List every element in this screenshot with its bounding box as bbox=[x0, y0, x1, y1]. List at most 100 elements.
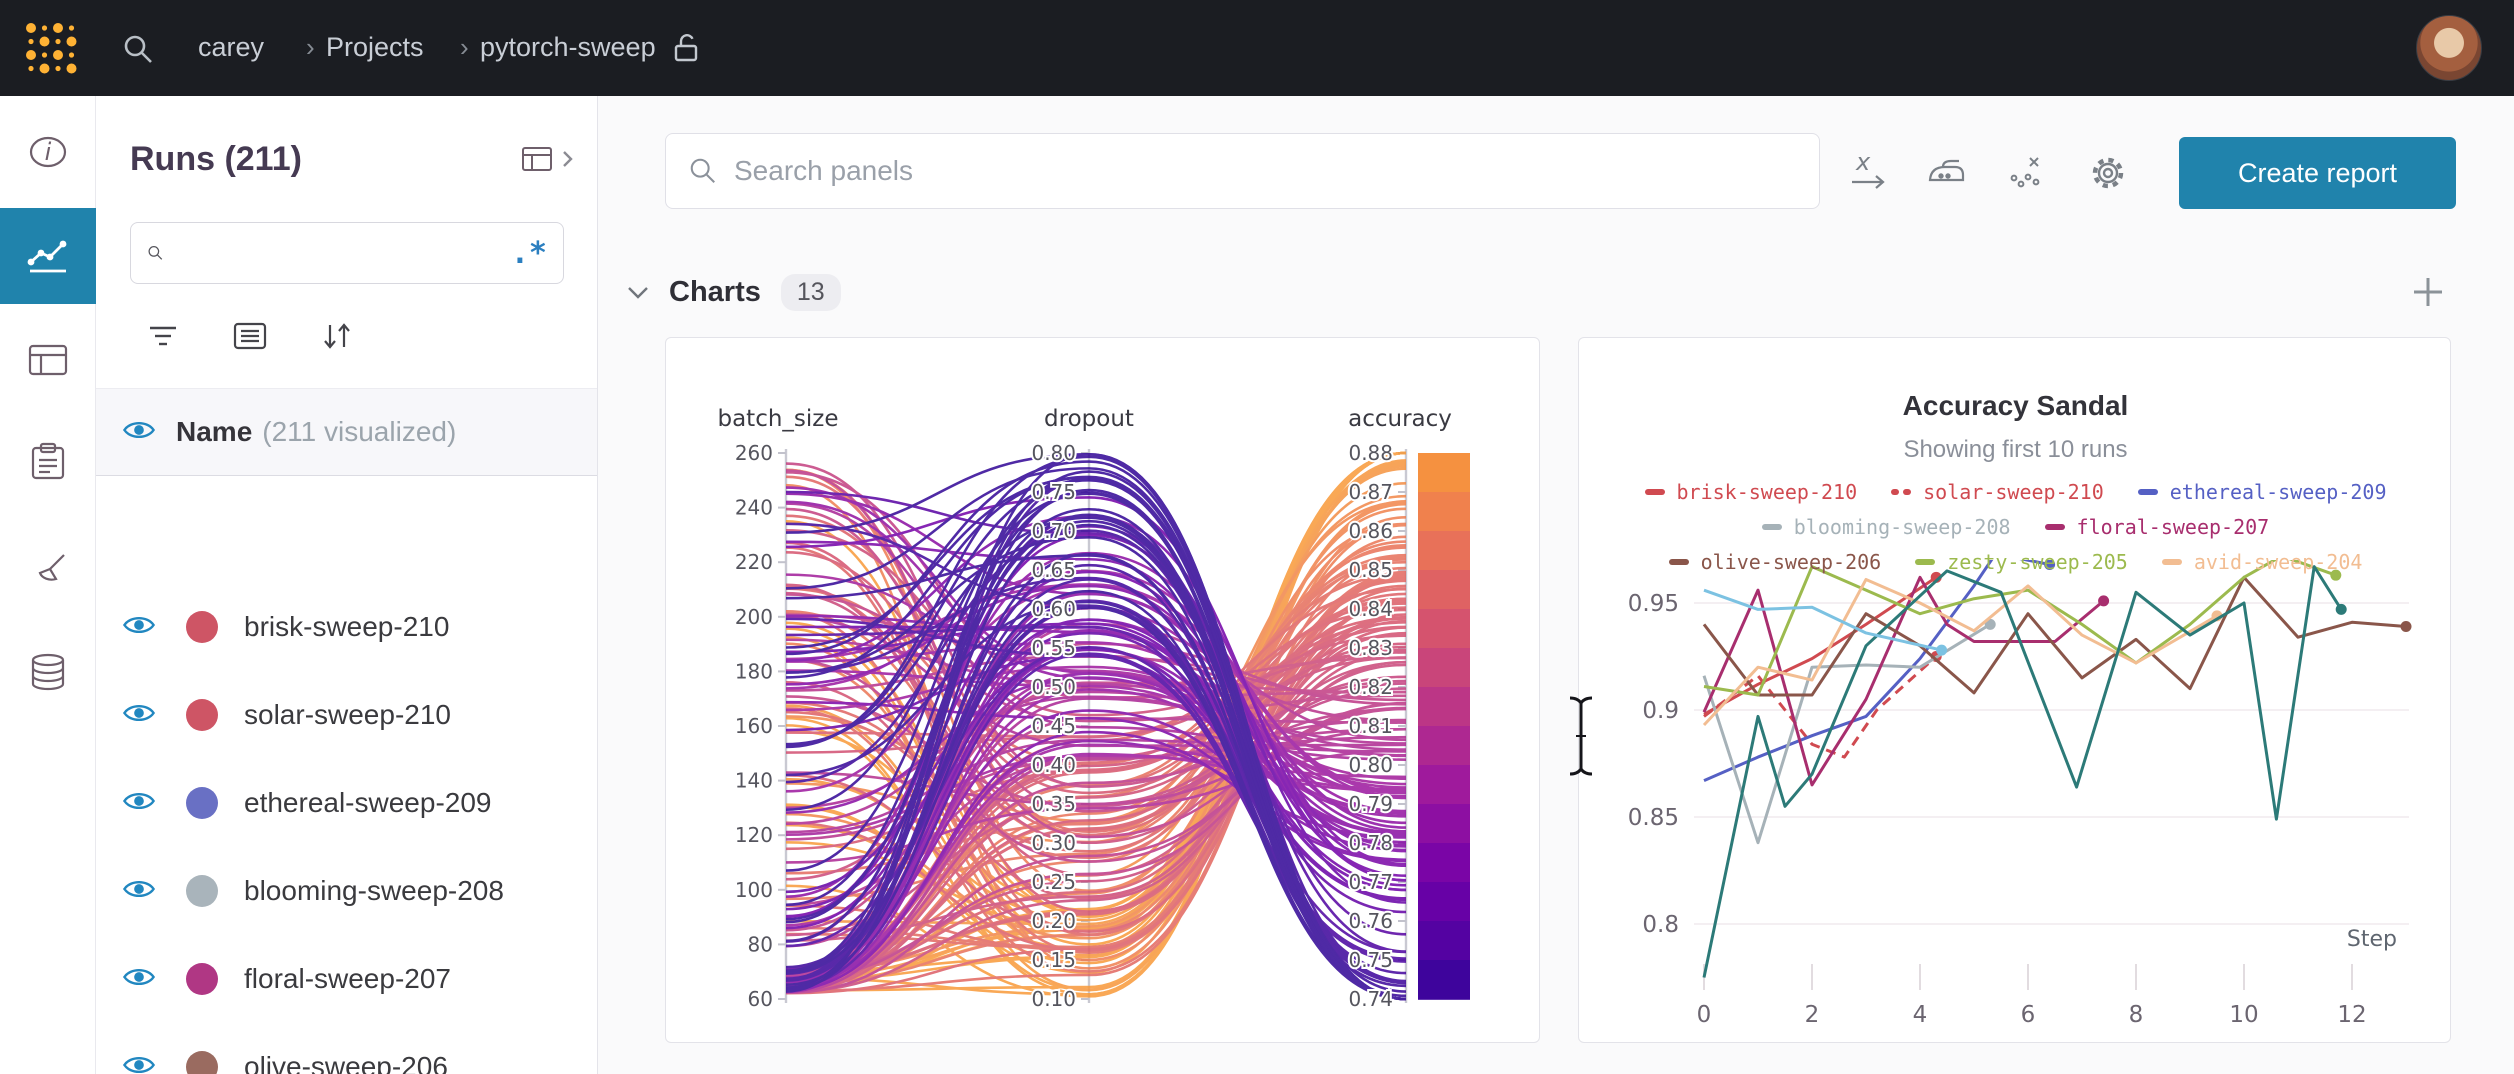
add-panel-button[interactable] bbox=[2408, 272, 2448, 317]
run-name[interactable]: solar-sweep-210 bbox=[244, 699, 451, 730]
legend-item[interactable]: blooming-sweep-208 bbox=[1761, 515, 2011, 539]
expand-run-table-button[interactable] bbox=[521, 144, 573, 174]
run-row[interactable]: ethereal-sweep-209 bbox=[96, 759, 597, 847]
charts-count-badge: 13 bbox=[780, 273, 841, 311]
legend-item[interactable]: brisk-sweep-210 bbox=[1644, 480, 1857, 504]
svg-text:80: 80 bbox=[748, 932, 773, 956]
run-name[interactable]: olive-sweep-206 bbox=[244, 1051, 448, 1074]
run-color-dot bbox=[186, 875, 218, 907]
svg-text:120: 120 bbox=[735, 823, 773, 847]
svg-text:8: 8 bbox=[2129, 1002, 2144, 1028]
legend-label: floral-sweep-207 bbox=[2076, 514, 2270, 539]
svg-text:x: x bbox=[1855, 152, 1871, 176]
svg-text:0.80: 0.80 bbox=[1348, 753, 1393, 777]
legend-item[interactable]: floral-sweep-207 bbox=[2044, 514, 2270, 539]
line-chart-panel[interactable]: Accuracy Sandal Showing first 10 runs br… bbox=[1578, 337, 2451, 1043]
panel-search-box[interactable] bbox=[665, 133, 1820, 209]
x-axis-settings-icon[interactable]: x bbox=[1848, 148, 1890, 197]
legend-swatch bbox=[1761, 523, 1782, 530]
broom-icon bbox=[38, 554, 65, 581]
outliers-icon[interactable] bbox=[2006, 152, 2048, 197]
eye-icon[interactable] bbox=[122, 418, 156, 447]
legend-label: solar-sweep-210 bbox=[1923, 479, 2104, 504]
parallel-coordinates-chart: 60 80 100 120 140 160 180 200 220 240 260 batch_siz… bbox=[717, 406, 1470, 1013]
svg-text:0.9: 0.9 bbox=[1642, 698, 1679, 724]
parallel-coordinates-panel[interactable]: 60 80 100 120 140 160 180 200 220 240 260 batch_siz… bbox=[665, 337, 1540, 1043]
sidebar-item-logs[interactable] bbox=[0, 414, 96, 510]
svg-text:dropout: dropout bbox=[1044, 406, 1134, 432]
svg-text:0.87: 0.87 bbox=[1348, 480, 1393, 504]
panel-search-input[interactable] bbox=[734, 155, 1797, 187]
eye-icon[interactable] bbox=[122, 701, 156, 730]
svg-text:batch_size: batch_size bbox=[717, 406, 838, 432]
sidebar-item-artifacts[interactable] bbox=[0, 624, 96, 720]
breadcrumb-user[interactable]: carey bbox=[198, 32, 265, 62]
eye-icon[interactable] bbox=[122, 613, 156, 642]
run-search-box[interactable]: .* bbox=[130, 222, 564, 284]
breadcrumb-project[interactable]: pytorch-sweep bbox=[480, 32, 656, 62]
svg-text:0.10: 0.10 bbox=[1031, 987, 1076, 1011]
run-list-header[interactable]: Name (211 visualized) bbox=[96, 388, 597, 476]
svg-text:accuracy: accuracy bbox=[1348, 406, 1452, 432]
run-row[interactable]: blooming-sweep-208 bbox=[96, 847, 597, 935]
regex-toggle[interactable]: .* bbox=[510, 235, 547, 271]
legend-item[interactable]: zesty-sweep-205 bbox=[1915, 550, 2128, 574]
line-chart: 0.8 0.85 0.9 0.95 0 2 4 6 8 10 12 Step bbox=[1628, 560, 2412, 1028]
unlock-icon bbox=[672, 32, 702, 69]
run-row[interactable]: floral-sweep-207 bbox=[96, 935, 597, 1023]
legend-item[interactable]: olive-sweep-206 bbox=[1668, 550, 1881, 574]
eye-icon[interactable] bbox=[122, 877, 156, 906]
svg-text:0.85: 0.85 bbox=[1348, 558, 1393, 582]
sidebar-item-table[interactable] bbox=[0, 312, 96, 408]
run-row[interactable]: brisk-sweep-210 bbox=[96, 583, 597, 671]
sidebar-item-workspace[interactable] bbox=[0, 208, 96, 304]
search-icon[interactable] bbox=[122, 33, 154, 70]
sidebar-item-overview[interactable]: i bbox=[0, 104, 96, 200]
svg-text:4: 4 bbox=[1913, 1002, 1928, 1028]
top-bar: carey › Projects › pytorch-sweep bbox=[0, 0, 2514, 96]
run-search-input[interactable] bbox=[175, 237, 511, 269]
legend-item[interactable]: solar-sweep-210 bbox=[1891, 480, 2104, 504]
wandb-logo[interactable] bbox=[22, 19, 80, 82]
run-row[interactable]: solar-sweep-210 bbox=[96, 671, 597, 759]
breadcrumb-separator: › bbox=[460, 32, 469, 62]
create-report-button[interactable]: Create report bbox=[2179, 137, 2456, 209]
user-avatar[interactable] bbox=[2416, 15, 2482, 81]
sidebar-item-sweeps[interactable] bbox=[0, 523, 96, 619]
smoothing-iron-icon[interactable] bbox=[1926, 152, 1968, 197]
svg-text:0.76: 0.76 bbox=[1348, 909, 1393, 933]
legend-item[interactable]: avid-sweep-204 bbox=[2161, 550, 2362, 574]
runs-title: Runs (211) bbox=[130, 140, 302, 178]
legend-swatch bbox=[2044, 523, 2065, 530]
svg-text:2: 2 bbox=[1805, 1002, 1820, 1028]
chevron-down-icon[interactable] bbox=[625, 283, 651, 301]
run-name[interactable]: brisk-sweep-210 bbox=[244, 611, 450, 642]
svg-text:0.70: 0.70 bbox=[1031, 519, 1076, 543]
run-name[interactable]: blooming-sweep-208 bbox=[244, 875, 504, 906]
legend-item[interactable]: ethereal-sweep-209 bbox=[2137, 480, 2387, 504]
run-color-dot bbox=[186, 963, 218, 995]
group-button[interactable] bbox=[232, 321, 268, 356]
filter-button[interactable] bbox=[146, 321, 180, 356]
eye-icon[interactable] bbox=[122, 965, 156, 994]
eye-icon[interactable] bbox=[122, 789, 156, 818]
charts-section-header[interactable]: Charts 13 bbox=[625, 268, 2465, 316]
svg-text:0.8: 0.8 bbox=[1642, 912, 1679, 938]
eye-icon[interactable] bbox=[122, 1053, 156, 1074]
svg-text:160: 160 bbox=[735, 714, 773, 738]
run-list-controls bbox=[146, 320, 354, 357]
gear-icon[interactable] bbox=[2086, 152, 2130, 199]
run-name[interactable]: floral-sweep-207 bbox=[244, 963, 451, 994]
svg-text:12: 12 bbox=[2337, 1002, 2366, 1028]
breadcrumb-section[interactable]: Projects bbox=[326, 32, 424, 62]
svg-text:0.75: 0.75 bbox=[1031, 480, 1076, 504]
svg-text:100: 100 bbox=[735, 878, 773, 902]
sort-button[interactable] bbox=[320, 320, 354, 357]
legend-swatch bbox=[1915, 558, 1936, 565]
legend-swatch bbox=[1891, 488, 1912, 495]
chart-legend[interactable]: brisk-sweep-210 solar-sweep-210 ethereal-s… bbox=[1579, 474, 2452, 579]
run-row[interactable]: olive-sweep-206 bbox=[96, 1023, 597, 1074]
svg-text:0.82: 0.82 bbox=[1348, 675, 1393, 699]
run-color-dot bbox=[186, 1051, 218, 1074]
run-name[interactable]: ethereal-sweep-209 bbox=[244, 787, 492, 818]
